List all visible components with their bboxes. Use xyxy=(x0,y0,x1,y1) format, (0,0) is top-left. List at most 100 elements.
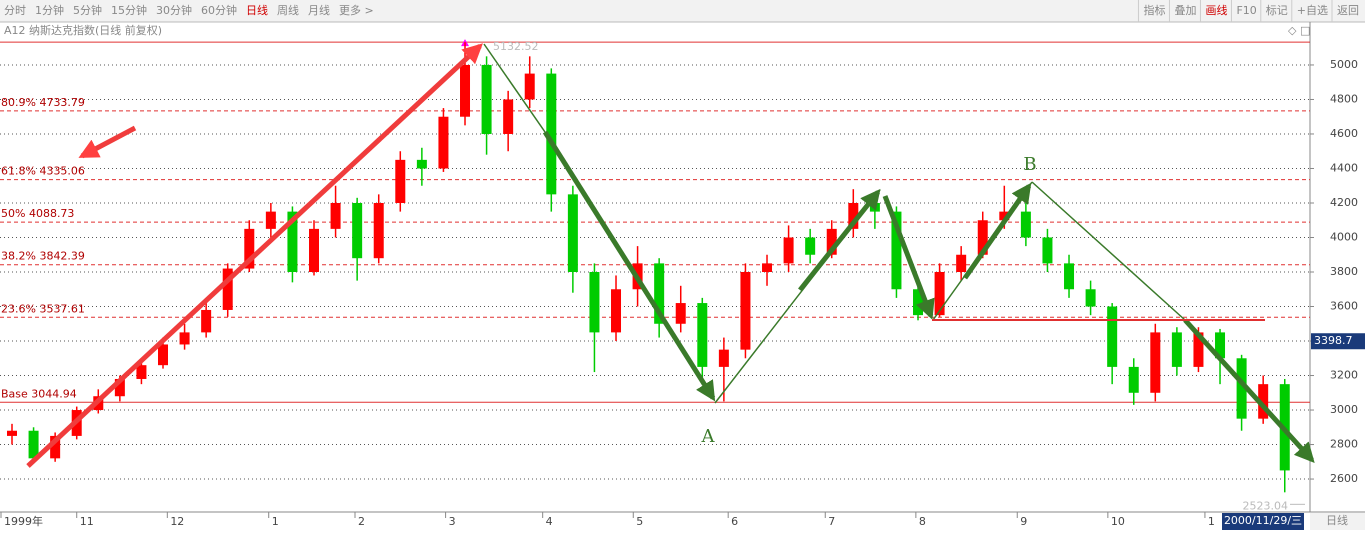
candle-body xyxy=(330,202,341,229)
y-tick-label: 4000 xyxy=(1330,230,1358,243)
green-trend-arrow xyxy=(1183,318,1315,463)
tool-button[interactable]: +自选 xyxy=(1297,4,1328,17)
fib-label: Base 3044.94 xyxy=(1,387,77,400)
last-price-label: 3398.7 xyxy=(1314,334,1353,347)
x-tick-label: 1 xyxy=(1208,515,1215,528)
green-trend-arrow xyxy=(962,182,1032,280)
tool-button[interactable]: 返回 xyxy=(1337,4,1359,17)
candle-body xyxy=(1042,237,1053,264)
green-trend-arrow xyxy=(882,195,935,320)
candle-body xyxy=(222,268,233,310)
period-tab[interactable]: 更多 > xyxy=(339,3,374,17)
candle-body xyxy=(546,73,557,195)
candle-body xyxy=(244,228,255,269)
candle-body xyxy=(309,228,320,273)
y-tick-label: 3000 xyxy=(1330,403,1358,416)
candle-body xyxy=(1107,306,1118,367)
candle-body xyxy=(740,272,751,350)
candle-body xyxy=(611,289,622,333)
tool-button[interactable]: 指标 xyxy=(1143,3,1165,17)
candle-body xyxy=(805,237,816,255)
candle-body xyxy=(50,435,61,459)
candle-body xyxy=(114,378,125,397)
x-tick-label: 10 xyxy=(1111,515,1125,528)
tool-button[interactable]: 画线 xyxy=(1205,3,1227,17)
y-tick-label: 4800 xyxy=(1330,92,1358,105)
y-tick-label: 4200 xyxy=(1330,196,1358,209)
candle-body xyxy=(718,349,729,367)
trend-drawings xyxy=(26,43,1315,468)
y-tick-label: 3600 xyxy=(1330,300,1358,313)
period-tab[interactable]: 5分钟 xyxy=(73,3,102,17)
x-tick-label: 5 xyxy=(636,515,643,528)
fib-label: 38.2% 3842.39 xyxy=(1,250,85,263)
period-tab[interactable]: 日线 xyxy=(246,3,268,17)
period-tab[interactable]: 分时 xyxy=(4,4,26,17)
candle-body xyxy=(287,211,298,273)
tool-button[interactable]: 叠加 xyxy=(1174,4,1196,17)
period-tab[interactable]: 月线 xyxy=(308,3,330,17)
cursor-date-box xyxy=(1222,513,1304,530)
period-tab[interactable]: 1分钟 xyxy=(35,3,64,17)
y-tick-label: 4400 xyxy=(1330,161,1358,174)
tool-button[interactable]: F10 xyxy=(1236,4,1256,17)
period-tab[interactable]: 周线 xyxy=(277,3,299,17)
period-tab[interactable]: 15分钟 xyxy=(111,3,147,17)
x-tick-label: 9 xyxy=(1020,515,1027,528)
candle-body xyxy=(503,99,514,134)
candle-body xyxy=(416,159,427,169)
y-tick-label: 4600 xyxy=(1330,127,1358,140)
candle-body xyxy=(891,211,902,290)
fib-label: 80.9% 4733.79 xyxy=(1,96,85,109)
candle-body xyxy=(1064,263,1075,290)
x-tick-label: 1999年 xyxy=(4,514,43,528)
y-tick-label: 2800 xyxy=(1330,438,1358,451)
candle-body xyxy=(999,211,1010,221)
window-icons[interactable]: ◇ □ xyxy=(1288,24,1310,37)
candle-body xyxy=(179,332,190,345)
y-tick-label: 2600 xyxy=(1330,472,1358,485)
candle-body xyxy=(934,272,945,316)
candle-body xyxy=(589,272,600,333)
fib-label: 61.8% 4335.06 xyxy=(1,165,85,178)
red-trend-arrow xyxy=(26,43,483,468)
high-label: 5132.52 xyxy=(493,40,539,53)
x-tick-label: 4 xyxy=(546,515,553,528)
candle-body xyxy=(265,211,276,229)
red-pointer-arrow xyxy=(78,125,137,159)
candle-body xyxy=(1193,332,1204,367)
candle-body xyxy=(1128,366,1139,393)
period-tab[interactable]: 60分钟 xyxy=(201,3,237,17)
period-tab[interactable]: 30分钟 xyxy=(156,3,192,17)
candle-body xyxy=(481,64,492,134)
candle-body xyxy=(352,202,363,259)
x-tick-label: 6 xyxy=(731,515,738,528)
candle-body xyxy=(697,303,708,367)
toolbar-bg xyxy=(0,0,1365,22)
x-tick-label: 7 xyxy=(828,515,835,528)
low-label: 2523.04 xyxy=(1243,499,1289,512)
candle-body xyxy=(1215,332,1226,359)
candle-body xyxy=(783,237,794,264)
candle-body xyxy=(762,263,773,273)
x-tick-label: 3 xyxy=(449,515,456,528)
candle-body xyxy=(654,263,665,324)
fib-label: 50% 4088.73 xyxy=(1,207,74,220)
annotation: A xyxy=(701,426,716,447)
period-label: 日线 xyxy=(1326,513,1348,527)
candle-body xyxy=(1020,211,1031,238)
chart-title: A12 纳斯达克指数(日线 前复权) xyxy=(4,23,162,37)
period-box xyxy=(1310,513,1365,530)
tool-button[interactable]: 标记 xyxy=(1266,3,1288,17)
candle-body xyxy=(460,64,471,117)
candle-body xyxy=(956,254,967,273)
last-price-box xyxy=(1311,333,1365,350)
candle-body xyxy=(1171,332,1182,367)
candle-body xyxy=(826,228,837,255)
candle-body xyxy=(977,220,988,255)
candle-body xyxy=(1085,289,1096,307)
candle-body xyxy=(1258,384,1269,419)
candle-body xyxy=(158,344,169,366)
cursor-date: 2000/11/29/三 xyxy=(1224,514,1302,527)
